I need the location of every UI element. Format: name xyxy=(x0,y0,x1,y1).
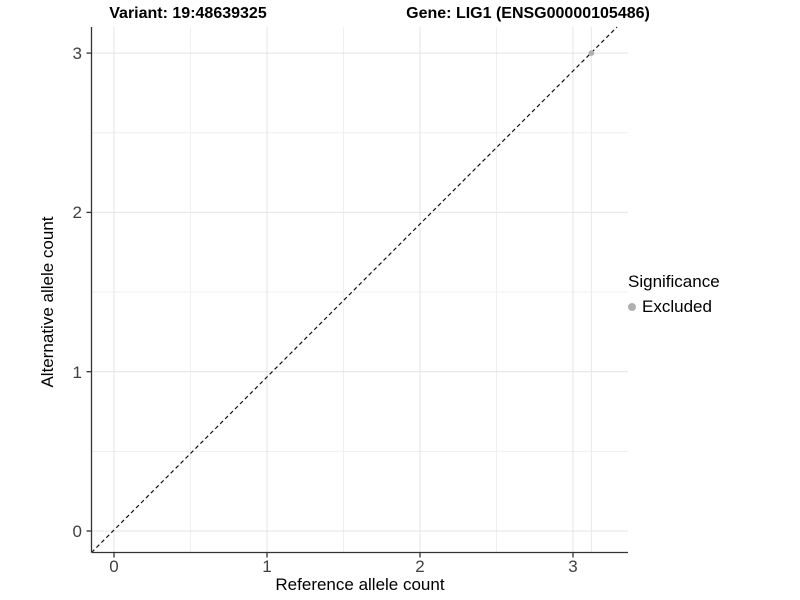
y-tick-label: 2 xyxy=(72,203,82,223)
y-tick-label: 3 xyxy=(72,44,82,64)
y-tick-label: 1 xyxy=(72,362,82,382)
gene-title: Gene: LIG1 (ENSG00000105486) xyxy=(406,5,650,22)
x-tick-label: 3 xyxy=(568,557,578,576)
y-tick-label: 0 xyxy=(72,522,82,541)
x-tick-label: 1 xyxy=(262,557,272,576)
x-tick-label: 0 xyxy=(109,557,119,576)
variant-title: Variant: 19:48639325 xyxy=(109,5,267,22)
legend-item-excluded: Excluded xyxy=(628,297,720,317)
data-point xyxy=(588,50,595,56)
legend-item-label: Excluded xyxy=(642,297,712,316)
identity-dashed-line xyxy=(91,26,618,553)
legend-title: Significance xyxy=(628,272,720,291)
x-axis-title: Reference allele count xyxy=(275,575,445,594)
x-tick-label: 2 xyxy=(415,557,425,576)
excluded-point-icon xyxy=(628,303,636,311)
legend: Significance Excluded xyxy=(628,272,720,317)
